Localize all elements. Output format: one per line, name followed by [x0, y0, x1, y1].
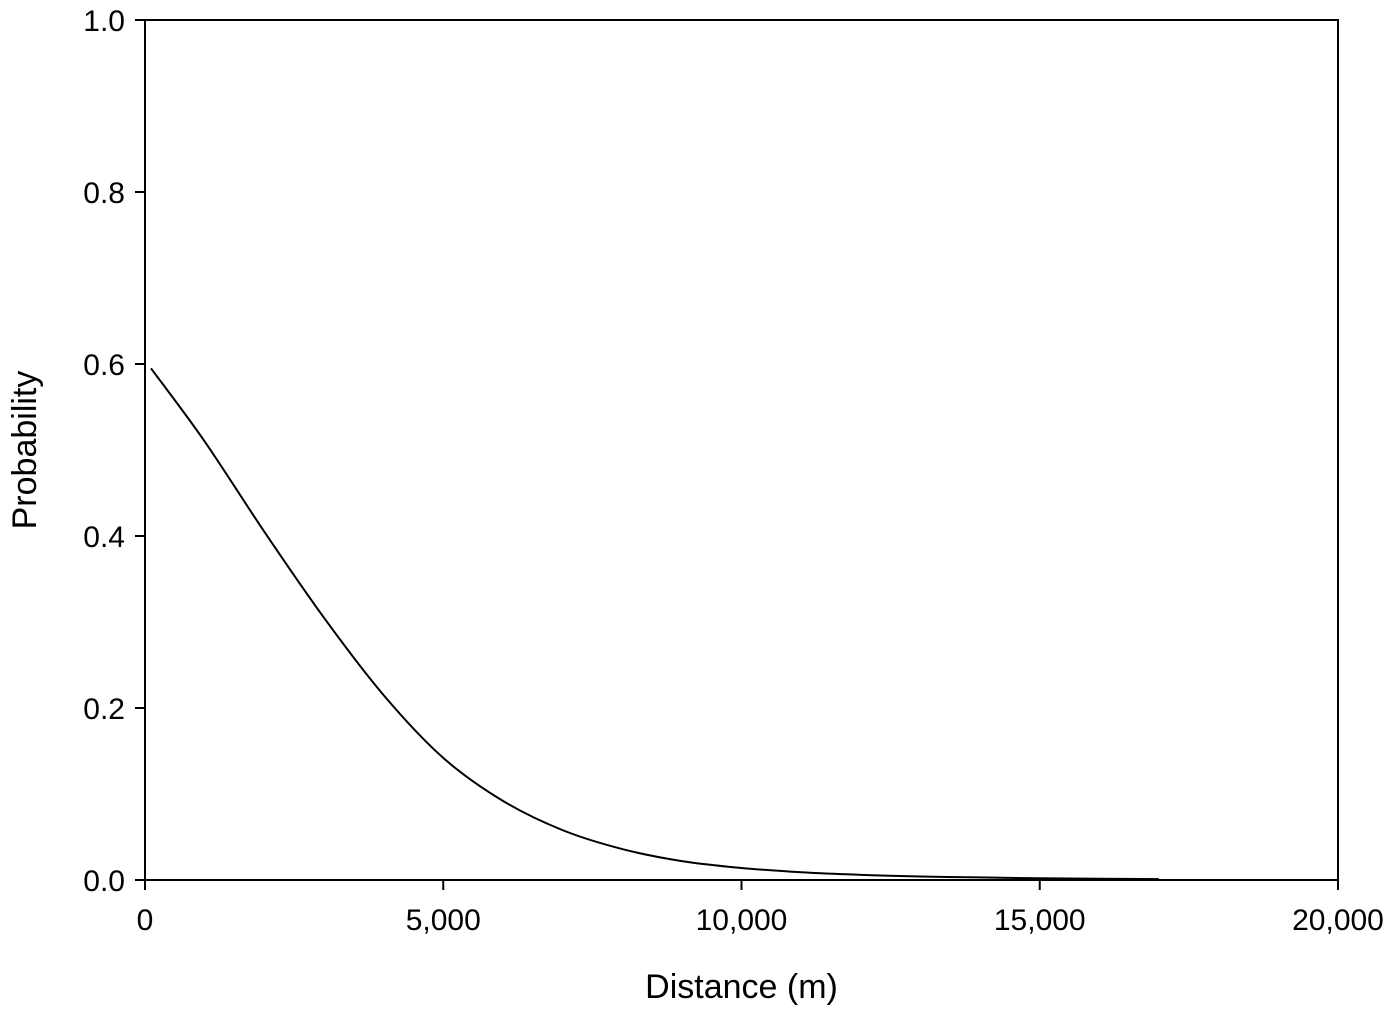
x-axis-ticks: 0 5,000 10,000 15,000 20,000: [137, 880, 1384, 937]
x-tick-label: 15,000: [994, 904, 1086, 937]
x-axis-title: Distance (m): [645, 968, 838, 1006]
y-tick-label: 0.0: [83, 865, 125, 898]
y-tick-label: 1.0: [83, 5, 125, 38]
y-tick-label: 0.8: [83, 177, 125, 210]
x-tick-label: 5,000: [406, 904, 481, 937]
series-line: [150, 367, 1160, 881]
x-tick-label: 10,000: [696, 904, 788, 937]
y-tick-label: 0.6: [83, 349, 125, 382]
y-axis-title: Probability: [6, 371, 44, 530]
y-tick-label: 0.4: [83, 521, 125, 554]
y-tick-label: 0.2: [83, 693, 125, 726]
x-tick-label: 0: [137, 904, 154, 937]
series-layer: [150, 367, 1160, 881]
y-axis-ticks: 0.0 0.2 0.4 0.6 0.8 1.0: [83, 5, 145, 898]
x-tick-label: 20,000: [1292, 904, 1384, 937]
